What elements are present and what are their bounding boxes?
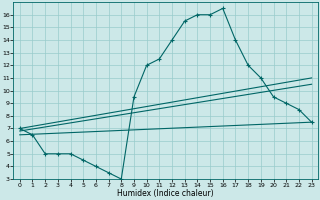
- X-axis label: Humidex (Indice chaleur): Humidex (Indice chaleur): [117, 189, 214, 198]
